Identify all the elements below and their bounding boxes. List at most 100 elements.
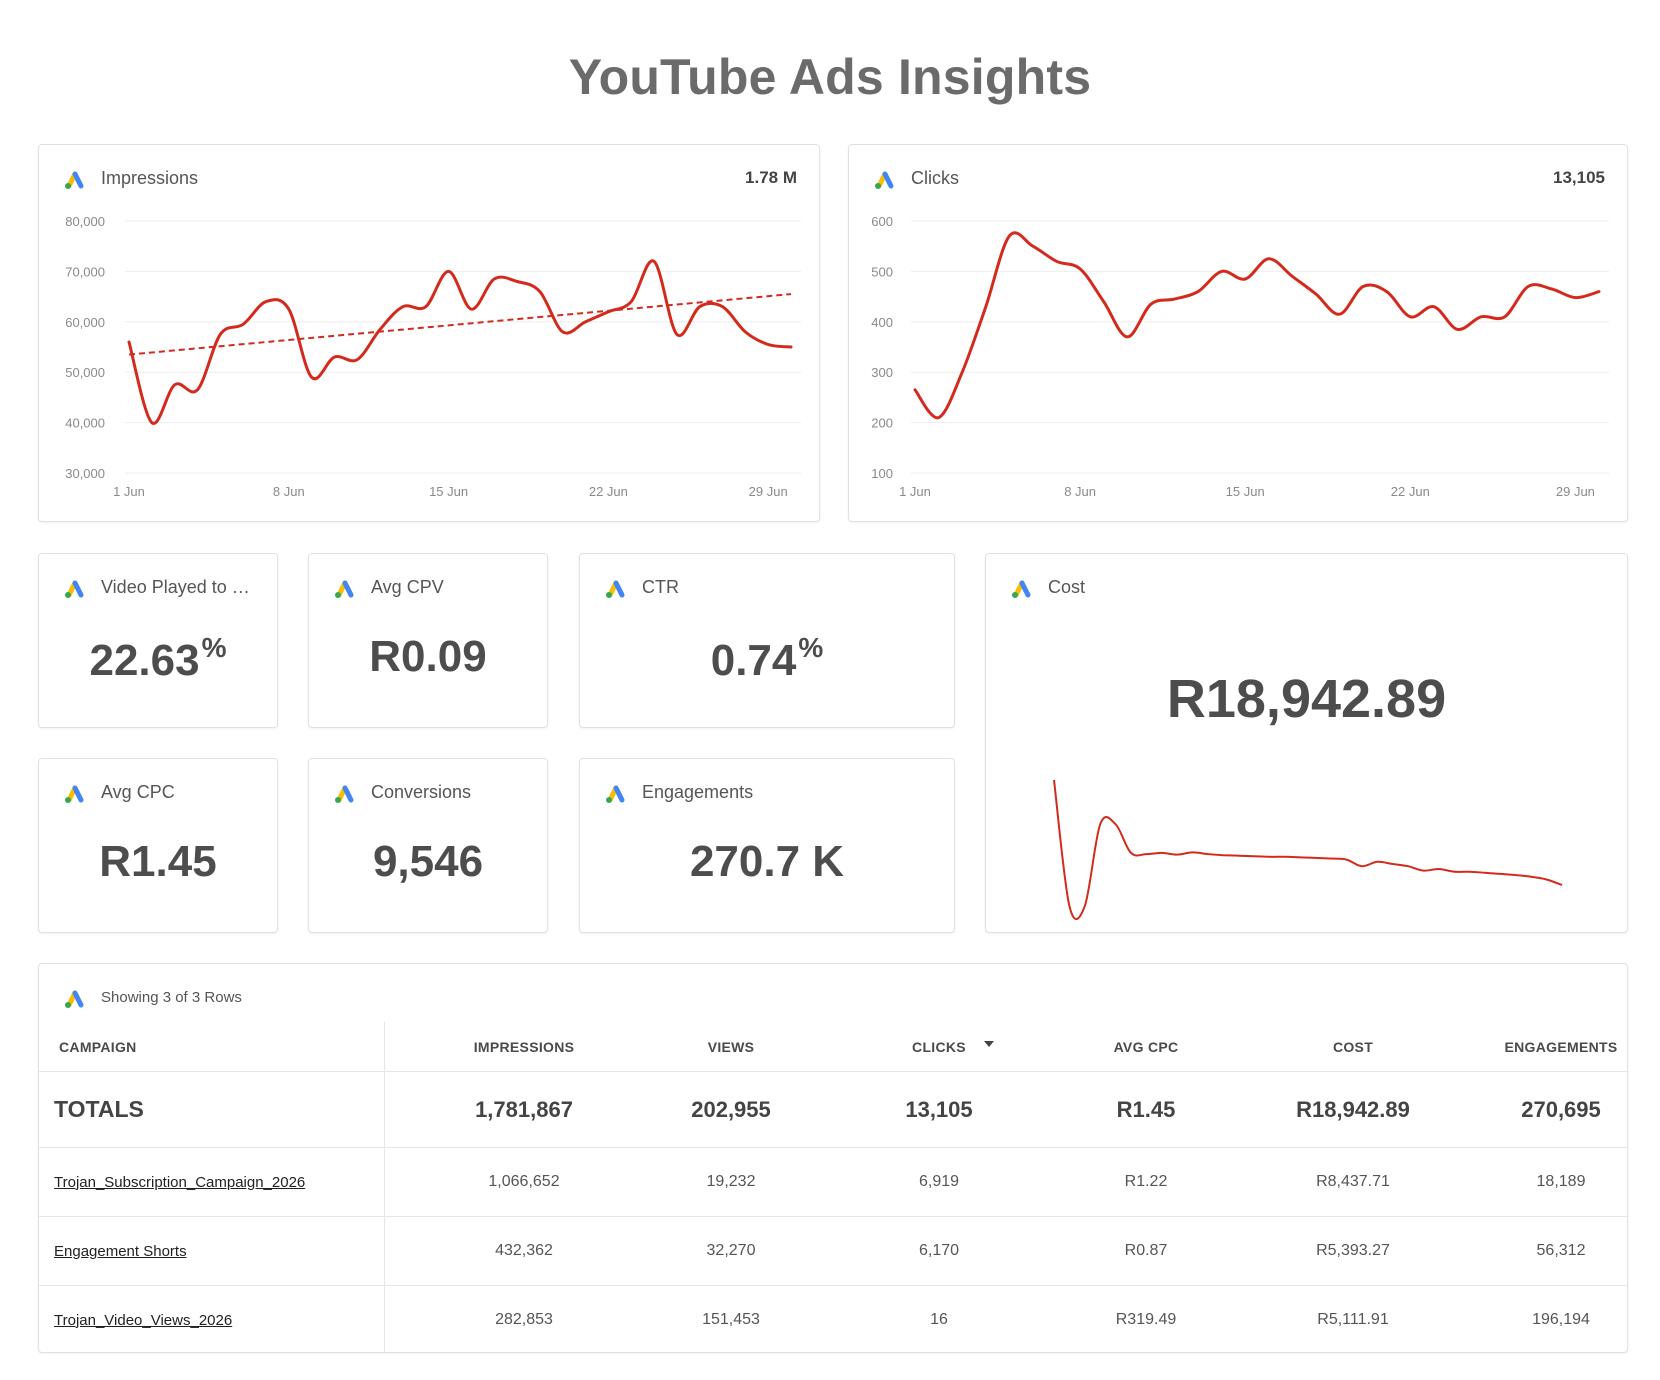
y-tick-label: 500	[871, 264, 893, 279]
impressions-chart-card: Impressions 1.78 M 30,000 40,000 50,000 60,…	[38, 144, 820, 522]
table-cell: R5,393.27	[1316, 1242, 1390, 1259]
google-ads-logo-icon	[65, 990, 84, 1008]
table-cell: 56,312	[1536, 1242, 1586, 1259]
google-ads-logo-icon	[335, 785, 354, 803]
y-tick-label: 100	[871, 466, 893, 481]
campaign-link[interactable]: Trojan_Subscription_Campaign_2026	[54, 1173, 306, 1191]
y-tick-label: 200	[871, 416, 893, 431]
table-cell: 32,270	[706, 1242, 756, 1259]
y-tick-label: 80,000	[65, 214, 105, 229]
google-ads-logo-icon	[65, 171, 84, 189]
table-totals-row: TOTALS 1,781,867 202,955 13,105 R1.45 R1…	[39, 1072, 1627, 1148]
y-tick-label: 300	[871, 365, 893, 380]
kpi-value: 270.7 K	[689, 837, 845, 886]
kpi-card-engagements: Engagements 270.7 K	[579, 758, 955, 933]
column-header-engagements[interactable]: ENGAGEMENTS	[1504, 1039, 1618, 1055]
google-ads-logo-icon	[65, 785, 84, 803]
table-header-row: CAMPAIGN IMPRESSIONS VIEWS CLICKS AVG CP…	[39, 1022, 1627, 1072]
impressions-total: 1.78 M	[745, 168, 797, 187]
kpi-title: Conversions	[371, 781, 472, 802]
totals-label: TOTALS	[54, 1096, 144, 1122]
table-cell: Trojan_Video_Views_2026	[39, 1286, 384, 1354]
y-tick-label: 600	[871, 214, 893, 229]
y-tick-label: 40,000	[65, 416, 105, 431]
table-cell: 432,362	[495, 1242, 553, 1259]
table-cell: 13,105	[905, 1096, 973, 1122]
column-header-campaign[interactable]: CAMPAIGN	[59, 1039, 137, 1055]
table-cell: R5,111.91	[1317, 1311, 1389, 1328]
cost-card: Cost R18,942.89	[985, 553, 1628, 933]
google-ads-logo-icon	[606, 580, 625, 598]
kpi-card-avg-cpv: Avg CPV R0.09	[308, 553, 548, 728]
table-row: Trojan_Subscription_Campaign_2026 1,066,…	[39, 1148, 1627, 1217]
table-cell: R1.22	[1124, 1173, 1168, 1190]
x-tick-label: 1 Jun	[113, 484, 145, 499]
table-row: Engagement Shorts 432,362 32,270 6,170 R…	[39, 1217, 1627, 1286]
x-tick-label: 8 Jun	[1064, 484, 1096, 499]
x-tick-label: 8 Jun	[273, 484, 305, 499]
table-cell: 196,194	[1532, 1311, 1590, 1328]
table-cell: 16	[930, 1311, 948, 1328]
column-header-views[interactable]: VIEWS	[707, 1039, 755, 1055]
google-ads-logo-icon	[65, 580, 84, 598]
series-line	[127, 259, 793, 425]
table-cell: R8,437.71	[1316, 1173, 1390, 1190]
kpi-card-conversions: Conversions 9,546	[308, 758, 548, 933]
page-title: YouTube Ads Insights	[568, 49, 1092, 105]
kpi-value: 0.74%	[710, 632, 824, 685]
column-header-impressions[interactable]: IMPRESSIONS	[473, 1039, 575, 1055]
google-ads-logo-icon	[875, 171, 894, 189]
kpi-title: Avg CPC	[101, 781, 175, 802]
table-cell: R18,942.89	[1296, 1096, 1410, 1122]
cost-sparkline	[1053, 779, 1563, 920]
kpi-card-avg-cpc: Avg CPC R1.45	[38, 758, 278, 933]
campaign-link[interactable]: Engagement Shorts	[54, 1242, 187, 1260]
kpi-title: CTR	[642, 576, 679, 597]
table-cell: Trojan_Subscription_Campaign_2026	[39, 1148, 384, 1216]
kpi-unit: %	[798, 632, 824, 663]
google-ads-logo-icon	[335, 580, 354, 598]
kpi-value: 9,546	[372, 837, 484, 886]
campaign-link[interactable]: Trojan_Video_Views_2026	[54, 1311, 233, 1329]
y-tick-label: 60,000	[65, 315, 105, 330]
kpi-value: R0.09	[369, 632, 487, 681]
campaign-table-card: Showing 3 of 3 Rows CAMPAIGN IMPRESSIONS…	[38, 963, 1628, 1353]
table-cell: 18,189	[1536, 1173, 1586, 1190]
table-cell: 270,695	[1521, 1096, 1601, 1122]
x-tick-label: 29 Jun	[749, 484, 788, 499]
y-tick-label: 50,000	[65, 365, 105, 380]
caret-down-icon[interactable]	[984, 1041, 994, 1047]
y-tick-label: 400	[871, 315, 893, 330]
table-caption: Showing 3 of 3 Rows	[101, 988, 242, 1006]
kpi-title: Avg CPV	[371, 576, 444, 597]
kpi-card-ctr: CTR 0.74%	[579, 553, 955, 728]
x-tick-label: 15 Jun	[1226, 484, 1265, 499]
impressions-line-chart: 30,000 40,000 50,000 60,000 70,000 80,000 1 Ju…	[65, 214, 801, 499]
kpi-value: 22.63%	[89, 632, 227, 685]
kpi-title: Engagements	[642, 781, 754, 802]
kpi-card-video-played: Video Played to 1… 22.63%	[38, 553, 278, 728]
table-cell: 6,170	[918, 1242, 960, 1259]
column-header-avg-cpc[interactable]: AVG CPC	[1113, 1039, 1179, 1055]
series-line	[913, 231, 1601, 420]
x-tick-label: 29 Jun	[1556, 484, 1595, 499]
clicks-chart-card: Clicks 13,105 100 200 300 400 500 600 1 Jun 8 J…	[848, 144, 1628, 522]
google-ads-logo-icon	[1012, 580, 1031, 598]
column-divider	[384, 1022, 385, 1352]
kpi-value: R1.45	[99, 837, 217, 886]
series-line	[1053, 779, 1563, 920]
table-row: Trojan_Video_Views_2026 282,853 151,453 …	[39, 1286, 1627, 1354]
x-tick-label: 22 Jun	[1391, 484, 1430, 499]
table-cell: 19,232	[706, 1173, 756, 1190]
x-tick-label: 22 Jun	[589, 484, 628, 499]
y-tick-label: 30,000	[65, 466, 105, 481]
table-cell: 151,453	[702, 1311, 760, 1328]
column-header-cost[interactable]: COST	[1332, 1039, 1374, 1055]
kpi-title: Video Played to 1…	[101, 576, 255, 597]
trend-line	[128, 293, 792, 356]
table-cell: 282,853	[495, 1311, 553, 1328]
column-header-clicks[interactable]: CLICKS	[912, 1039, 966, 1055]
cost-value: R18,942.89	[1166, 669, 1447, 729]
clicks-total: 13,105	[1553, 168, 1605, 187]
table-cell: R1.45	[1116, 1096, 1176, 1122]
